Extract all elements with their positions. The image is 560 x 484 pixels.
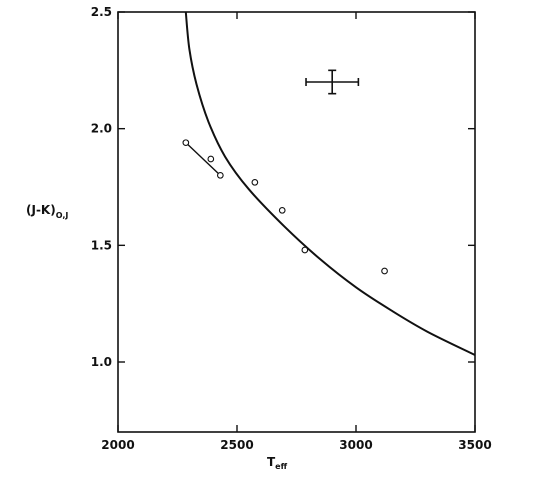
y-tick-label-2: 2.0	[91, 122, 112, 136]
y-tick-label-1: 1.5	[91, 238, 112, 252]
y-axis-title: (J-K)O,J	[26, 203, 68, 220]
x-tick-label-1: 2500	[220, 438, 253, 452]
model-curve	[184, 11, 476, 356]
x-tick-label-0: 2000	[101, 438, 134, 452]
y-tick-label-3: 2.5	[91, 5, 112, 19]
data-point-1	[207, 155, 215, 163]
data-point-4	[278, 206, 286, 214]
plot-frame	[117, 11, 476, 433]
x-axis-title-subscript: eff	[275, 462, 287, 471]
data-point-3	[251, 178, 259, 186]
data-point-2	[216, 171, 224, 179]
x-tick-label-2: 3000	[339, 438, 372, 452]
y-tick-label-0: 1.0	[91, 355, 112, 369]
x-axis-title: Teff	[267, 455, 288, 471]
data-point-0	[182, 139, 190, 147]
data-point-6	[381, 267, 388, 275]
connector-segment	[185, 142, 221, 176]
x-tick-label-3: 3500	[458, 438, 491, 452]
y-axis-title-subscript: O,J	[56, 211, 69, 220]
data-point-5	[301, 246, 309, 254]
